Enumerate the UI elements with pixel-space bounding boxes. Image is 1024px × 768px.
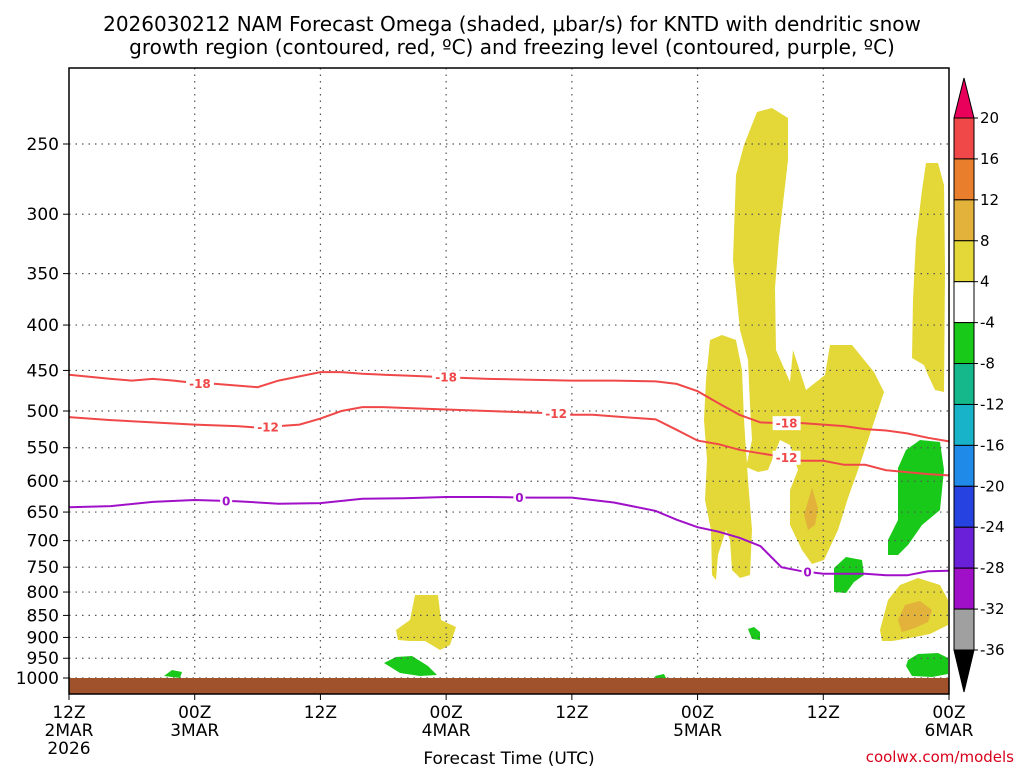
omega-positive-region: [396, 595, 456, 650]
omega-negative-region: [888, 440, 944, 555]
colorbar-swatch: [953, 199, 975, 242]
colorbar-tick-label: -20: [980, 477, 1005, 495]
pressure-tick-label: 600: [27, 472, 59, 492]
omega-shading: [164, 108, 948, 679]
time-tick-label: 12Z: [304, 703, 337, 723]
colorbar-tick-label: -28: [980, 559, 1005, 577]
omega-positive-region: [704, 335, 752, 580]
chart-title-line-1: 2026030212 NAM Forecast Omega (shaded, μ…: [103, 12, 921, 36]
contour-label-background: [220, 493, 233, 508]
colorbar-swatch: [953, 526, 975, 569]
pressure-tick-label: 850: [27, 606, 59, 626]
contour-label-background: [254, 419, 283, 434]
colorbar-swatch: [953, 485, 975, 528]
omega-moderate-region: [804, 488, 818, 530]
pressure-tick-label: 350: [27, 265, 59, 285]
colorbar-swatch: [953, 567, 975, 610]
colorbar-top-arrow: [953, 77, 975, 119]
contour-label: -12: [257, 420, 279, 434]
contour-label: 0: [803, 565, 811, 579]
contour-label-background: [185, 376, 214, 391]
freezing-level-line-0: [68, 496, 950, 577]
omega-moderate-region: [898, 601, 932, 632]
colorbar-tick-label: -12: [980, 395, 1005, 413]
colorbar-swatch: [953, 608, 975, 651]
colorbar-tick-label: -32: [980, 600, 1005, 618]
colorbar-tick-label: -16: [980, 436, 1005, 454]
time-axis: 12Z 2MAR 2026 00Z 3MAR 12Z 00Z 4MAR 12Z 00Z 5MAR 12…: [45, 694, 974, 759]
pressure-tick-label: 800: [27, 583, 59, 603]
x-axis-title: Forecast Time (UTC): [423, 749, 594, 768]
time-tick-label: 00Z 6MAR: [925, 703, 974, 741]
colorbar-tick-label: -4: [980, 314, 995, 332]
pressure-axis: 2503003504004505005506006507007508008509…: [16, 135, 69, 689]
pressure-tick-label: 500: [27, 402, 59, 422]
credit-text: coolwx.com/models: [866, 748, 1014, 766]
time-tick-label: 00Z 5MAR: [673, 703, 722, 741]
time-tick-label: 12Z: [555, 703, 588, 723]
time-tick-label: 12Z 2MAR 2026: [45, 703, 94, 759]
time-tick-label: 12Z: [807, 703, 840, 723]
plot-area: -18 -18 -18 -12 -12 -12 0 0 0: [68, 67, 950, 695]
colorbar-swatch: [953, 322, 975, 365]
omega-negative-region: [834, 557, 864, 593]
colorbar-bottom-arrow: [953, 649, 975, 693]
contour-label: -12: [545, 407, 567, 421]
pressure-tick-label: 750: [27, 558, 59, 578]
time-tick-label: 00Z 4MAR: [422, 703, 471, 741]
pressure-tick-label: 300: [27, 205, 59, 225]
time-tick-label: 00Z 3MAR: [170, 703, 219, 741]
chart-title-line-2: growth region (contoured, red, ºC) and f…: [129, 35, 895, 59]
contour-label-background: [772, 416, 801, 431]
contour-label: -18: [776, 417, 798, 431]
omega-negative-region: [655, 674, 666, 679]
colorbar-tick-label: -24: [980, 518, 1005, 536]
colorbar-swatch: [953, 281, 975, 324]
colorbar-swatch: [953, 117, 975, 160]
contour-label: -18: [189, 377, 211, 391]
pressure-tick-label: 550: [27, 439, 59, 459]
omega-positive-region: [733, 108, 884, 564]
colorbar-tick-label: 12: [980, 191, 999, 209]
colorbar-swatch: [953, 363, 975, 405]
contour-label-background: [432, 370, 461, 385]
pressure-tick-label: 250: [27, 135, 59, 155]
pressure-tick-label: 900: [27, 628, 59, 648]
colorbar-swatch: [953, 240, 975, 283]
contour-label-background: [772, 450, 801, 465]
colorbar: 20 16 12 8 4 -4 -8 -12 -16 -20 -24 -28 -32 -36: [953, 77, 1005, 693]
contour-label-background: [513, 490, 526, 505]
ground-surface: [69, 678, 949, 694]
colorbar-tick-label: 20: [980, 109, 999, 127]
colorbar-tick-label: -36: [980, 641, 1005, 659]
contour-label: -18: [435, 371, 457, 385]
omega-positive-region: [912, 163, 945, 392]
omega-negative-region: [748, 627, 760, 640]
contour-label-background: [542, 406, 571, 421]
pressure-tick-label: 450: [27, 361, 59, 381]
omega-negative-region: [164, 670, 182, 678]
plot-frame: [68, 67, 950, 695]
colorbar-swatch: [953, 158, 975, 201]
contour-label: 0: [222, 494, 230, 508]
pressure-tick-label: 650: [27, 503, 59, 523]
contour-label: 0: [515, 491, 523, 505]
colorbar-tick-label: 4: [980, 273, 990, 291]
pressure-tick-label: 1000: [16, 669, 59, 689]
colorbar-tick-label: -8: [980, 355, 995, 373]
pressure-tick-label: 400: [27, 316, 59, 336]
pressure-tick-label: 700: [27, 532, 59, 552]
colorbar-swatch: [953, 403, 975, 446]
omega-negative-region: [906, 653, 948, 677]
colorbar-tick-label: 16: [980, 150, 999, 168]
contour-label-background: [801, 564, 814, 579]
pressure-tick-label: 950: [27, 649, 59, 669]
temperature-contours: -18 -18 -18 -12 -12 -12 0 0 0: [68, 370, 950, 579]
omega-negative-region: [384, 656, 437, 676]
colorbar-tick-label: 8: [980, 232, 990, 250]
colorbar-swatch: [953, 444, 975, 487]
contour-label: -12: [776, 451, 798, 465]
